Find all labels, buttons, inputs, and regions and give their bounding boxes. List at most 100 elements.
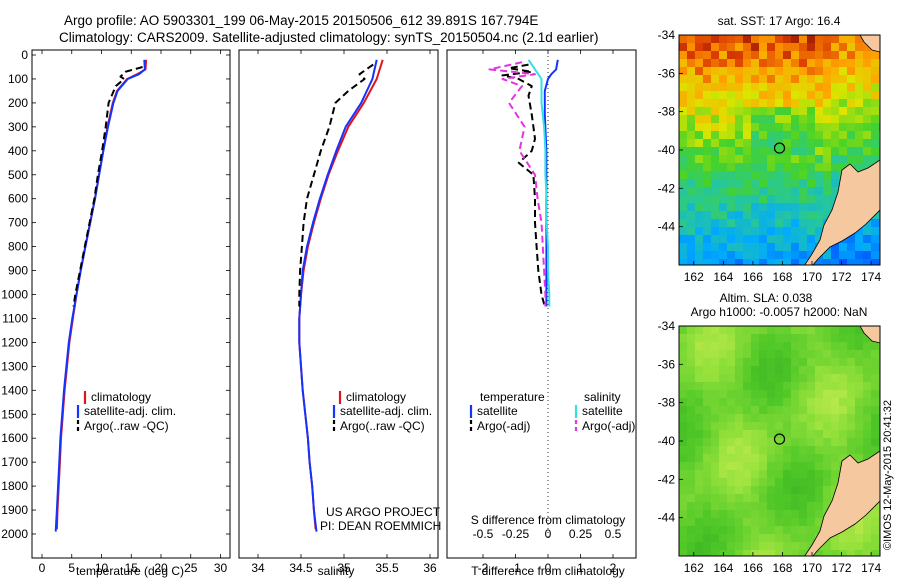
sla-cell — [751, 414, 760, 423]
legend-header-salinity: salinity — [584, 390, 621, 404]
sst-cell — [759, 91, 768, 100]
sst-cell — [791, 67, 800, 76]
sst-cell — [759, 227, 768, 236]
argo-float-marker — [773, 433, 786, 445]
sst-cell — [783, 187, 792, 196]
sla-cell — [831, 350, 840, 359]
sla-cell — [775, 374, 784, 383]
sst-map-land — [804, 35, 880, 265]
sla-cell — [807, 494, 816, 503]
sst-cell — [871, 83, 880, 92]
sst-cell — [735, 163, 744, 172]
sla-cell — [823, 334, 832, 343]
sst-cell — [871, 139, 880, 148]
sst-cell — [775, 115, 784, 124]
sla-cell — [863, 526, 872, 535]
sla-cell — [695, 398, 704, 407]
sla-cell — [727, 478, 736, 487]
sst-cell — [767, 163, 776, 172]
sst-cell — [719, 171, 728, 180]
sst-cell — [815, 35, 824, 44]
sla-cell — [775, 510, 784, 519]
sst-cell — [815, 99, 824, 108]
legend-label-satellite: satellite-adj. clim. — [84, 404, 176, 418]
depth-tick-label: 0 — [21, 48, 28, 62]
sla-cell — [807, 486, 816, 495]
sla-cell — [847, 430, 856, 439]
sla-cell — [823, 550, 832, 556]
sla-cell — [799, 326, 808, 335]
sla-cell — [775, 526, 784, 535]
sla-cell — [687, 382, 696, 391]
sla-cell — [695, 470, 704, 479]
sst-cell — [711, 83, 720, 92]
sst-cell — [679, 91, 688, 100]
sst-cell — [839, 35, 848, 44]
sst-cell — [711, 91, 720, 100]
sst-cell — [703, 51, 712, 60]
sst-cell — [679, 67, 688, 76]
sla-cell — [847, 366, 856, 375]
map-x-tick-label: 166 — [743, 270, 763, 284]
sla-cell — [799, 502, 808, 511]
sla-cell — [735, 462, 744, 471]
sla-cell — [687, 494, 696, 503]
sst-cell — [839, 91, 848, 100]
sst-cell — [695, 259, 704, 265]
sla-cell — [679, 502, 688, 511]
sla-cell — [815, 398, 824, 407]
sst-cell — [863, 123, 872, 132]
x-tick-label: 25 — [184, 561, 198, 575]
sst-cell — [719, 163, 728, 172]
sst-cell — [703, 99, 712, 108]
sst-cell — [767, 171, 776, 180]
sla-cell — [855, 454, 864, 463]
sst-cell — [815, 219, 824, 228]
sst-cell — [823, 123, 832, 132]
sla-cell — [695, 326, 704, 335]
sla-cell — [815, 430, 824, 439]
sla-cell — [871, 398, 880, 407]
sst-cell — [799, 243, 808, 252]
sla-cell — [703, 390, 712, 399]
sla-cell — [847, 414, 856, 423]
legend-label-climatology: climatology — [91, 390, 151, 404]
sst-map-title: sat. SST: 17 Argo: 16.4 — [718, 14, 841, 28]
sla-cell — [807, 414, 816, 423]
sla-cell — [743, 406, 752, 415]
sla-cell — [719, 334, 728, 343]
sst-cell — [751, 123, 760, 132]
map-x-tick-label: 166 — [743, 561, 763, 575]
sst-cell — [863, 163, 872, 172]
sst-cell — [831, 251, 840, 260]
sst-cell — [703, 67, 712, 76]
sla-cell — [783, 406, 792, 415]
sst-cell — [759, 115, 768, 124]
sst-cell — [743, 251, 752, 260]
sst-cell — [695, 195, 704, 204]
sla-cell — [767, 334, 776, 343]
sla-cell — [703, 446, 712, 455]
sst-cell — [783, 243, 792, 252]
sla-cell — [863, 358, 872, 367]
sla-cell — [719, 398, 728, 407]
sst-cell — [871, 235, 880, 244]
sla-cell — [727, 358, 736, 367]
sla-cell — [751, 398, 760, 407]
sla-cell — [735, 550, 744, 556]
sla-cell — [727, 374, 736, 383]
sla-cell — [775, 438, 784, 447]
sst-cell — [831, 179, 840, 188]
sla-cell — [783, 382, 792, 391]
depth-tick-label: 2000 — [1, 527, 28, 541]
sla-cell — [743, 398, 752, 407]
sst-cell — [703, 179, 712, 188]
south-island-coast — [804, 450, 880, 556]
sla-cell — [871, 414, 880, 423]
map-y-tick-label: -38 — [658, 396, 676, 410]
sla-cell — [735, 366, 744, 375]
sst-cell — [687, 171, 696, 180]
sst-cell — [703, 59, 712, 68]
sla-cell — [855, 390, 864, 399]
sst-cell — [855, 91, 864, 100]
